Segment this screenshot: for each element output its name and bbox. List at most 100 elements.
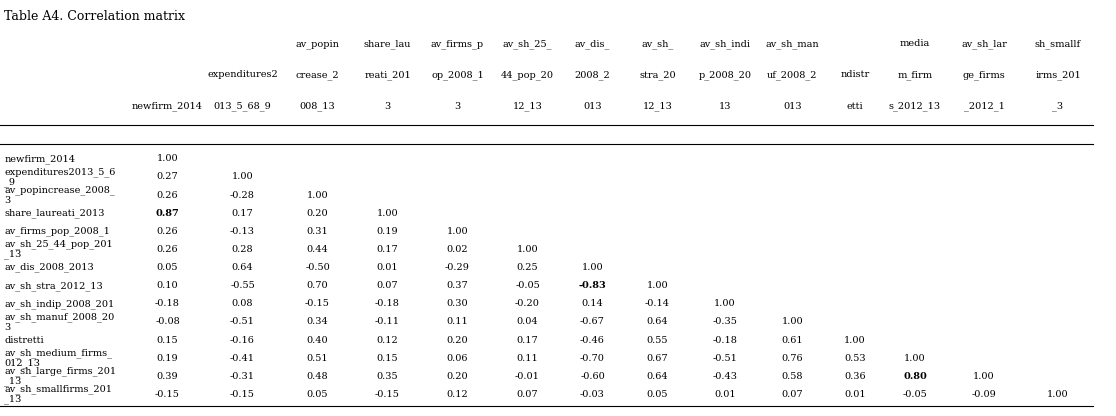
Text: 0.40: 0.40 (307, 336, 328, 344)
Text: -0.08: -0.08 (155, 317, 180, 327)
Text: -0.16: -0.16 (230, 336, 254, 344)
Text: _2012_1: _2012_1 (963, 101, 1004, 111)
Text: crease_2: crease_2 (296, 70, 339, 80)
Text: 0.67: 0.67 (646, 354, 668, 363)
Text: 0.15: 0.15 (377, 354, 398, 363)
Text: -0.15: -0.15 (155, 390, 180, 399)
Text: -0.67: -0.67 (580, 317, 605, 327)
Text: share_lau: share_lau (364, 39, 412, 49)
Text: -0.29: -0.29 (445, 263, 470, 272)
Text: av_sh_25_44_pop_201: av_sh_25_44_pop_201 (4, 240, 113, 249)
Text: 0.51: 0.51 (307, 354, 328, 363)
Text: 0.15: 0.15 (156, 336, 179, 344)
Text: uf_2008_2: uf_2008_2 (768, 70, 818, 80)
Text: av_firms_p: av_firms_p (431, 39, 484, 49)
Text: 0.64: 0.64 (646, 317, 668, 327)
Text: expenditures2013_5_6: expenditures2013_5_6 (4, 167, 116, 177)
Text: av_sh_: av_sh_ (642, 39, 674, 49)
Text: 0.11: 0.11 (517, 354, 538, 363)
Text: av_sh_indi: av_sh_indi (700, 39, 750, 49)
Text: share_laureati_2013: share_laureati_2013 (4, 208, 105, 218)
Text: distretti: distretti (4, 336, 45, 344)
Text: 013: 013 (584, 102, 602, 111)
Text: 0.30: 0.30 (446, 300, 469, 308)
Text: -0.31: -0.31 (230, 372, 254, 381)
Text: 0.34: 0.34 (307, 317, 328, 327)
Text: -0.70: -0.70 (580, 354, 605, 363)
Text: s_2012_13: s_2012_13 (889, 101, 941, 111)
Text: -0.41: -0.41 (230, 354, 254, 363)
Text: 1.00: 1.00 (904, 354, 926, 363)
Text: Table A4. Correlation matrix: Table A4. Correlation matrix (4, 10, 185, 23)
Text: 1.00: 1.00 (446, 227, 469, 236)
Text: -0.14: -0.14 (645, 300, 670, 308)
Text: 0.61: 0.61 (781, 336, 804, 344)
Text: 0.07: 0.07 (781, 390, 804, 399)
Text: -0.09: -0.09 (972, 390, 997, 399)
Text: av_sh_man: av_sh_man (766, 39, 819, 49)
Text: 0.35: 0.35 (377, 372, 398, 381)
Text: _9: _9 (4, 177, 16, 187)
Text: 1.00: 1.00 (581, 263, 604, 272)
Text: 3: 3 (4, 322, 11, 332)
Text: irms_201: irms_201 (1036, 70, 1081, 80)
Text: etti: etti (847, 102, 864, 111)
Text: 0.58: 0.58 (781, 372, 804, 381)
Text: 0.20: 0.20 (446, 372, 469, 381)
Text: 1.00: 1.00 (232, 173, 253, 181)
Text: -0.15: -0.15 (305, 300, 330, 308)
Text: -0.28: -0.28 (230, 191, 254, 200)
Text: 12_13: 12_13 (512, 101, 542, 111)
Text: 0.37: 0.37 (446, 281, 469, 290)
Text: _13: _13 (4, 250, 22, 259)
Text: 2008_2: 2008_2 (575, 70, 610, 80)
Text: -0.50: -0.50 (305, 263, 330, 272)
Text: _13: _13 (4, 376, 22, 386)
Text: 0.28: 0.28 (232, 245, 253, 254)
Text: 1.00: 1.00 (844, 336, 866, 344)
Text: ndistr: ndistr (840, 70, 869, 79)
Text: 0.05: 0.05 (647, 390, 668, 399)
Text: 0.26: 0.26 (156, 245, 179, 254)
Text: -0.83: -0.83 (578, 281, 606, 290)
Text: 0.01: 0.01 (714, 390, 735, 399)
Text: 0.19: 0.19 (377, 227, 398, 236)
Text: 0.64: 0.64 (646, 372, 668, 381)
Text: _3: _3 (1052, 101, 1064, 111)
Text: av_sh_25_: av_sh_25_ (502, 39, 552, 49)
Text: 0.06: 0.06 (446, 354, 469, 363)
Text: ge_firms: ge_firms (963, 70, 1006, 80)
Text: 3: 3 (4, 196, 11, 205)
Text: 1.00: 1.00 (781, 317, 804, 327)
Text: 0.76: 0.76 (781, 354, 804, 363)
Text: -0.18: -0.18 (712, 336, 738, 344)
Text: 1.00: 1.00 (307, 191, 328, 200)
Text: -0.51: -0.51 (230, 317, 254, 327)
Text: 1.00: 1.00 (714, 300, 735, 308)
Text: 0.05: 0.05 (307, 390, 328, 399)
Text: 0.12: 0.12 (376, 336, 398, 344)
Text: -0.20: -0.20 (516, 300, 540, 308)
Text: av_sh_lar: av_sh_lar (961, 39, 1007, 49)
Text: -0.13: -0.13 (230, 227, 254, 236)
Text: 013: 013 (783, 102, 801, 111)
Text: 1.00: 1.00 (377, 209, 398, 218)
Text: -0.46: -0.46 (580, 336, 605, 344)
Text: 0.53: 0.53 (844, 354, 866, 363)
Text: -0.15: -0.15 (230, 390, 254, 399)
Text: 0.87: 0.87 (155, 209, 180, 218)
Text: sh_smallf: sh_smallf (1035, 39, 1081, 49)
Text: 0.39: 0.39 (156, 372, 179, 381)
Text: 1.00: 1.00 (517, 245, 538, 254)
Text: 0.17: 0.17 (517, 336, 538, 344)
Text: op_2008_1: op_2008_1 (431, 70, 484, 80)
Text: -0.51: -0.51 (712, 354, 738, 363)
Text: p_2008_20: p_2008_20 (699, 70, 751, 80)
Text: 0.44: 0.44 (307, 245, 328, 254)
Text: newfirm_2014: newfirm_2014 (4, 154, 76, 163)
Text: 0.04: 0.04 (517, 317, 538, 327)
Text: 3: 3 (384, 102, 391, 111)
Text: 0.12: 0.12 (446, 390, 469, 399)
Text: 1.00: 1.00 (973, 372, 994, 381)
Text: 0.19: 0.19 (156, 354, 179, 363)
